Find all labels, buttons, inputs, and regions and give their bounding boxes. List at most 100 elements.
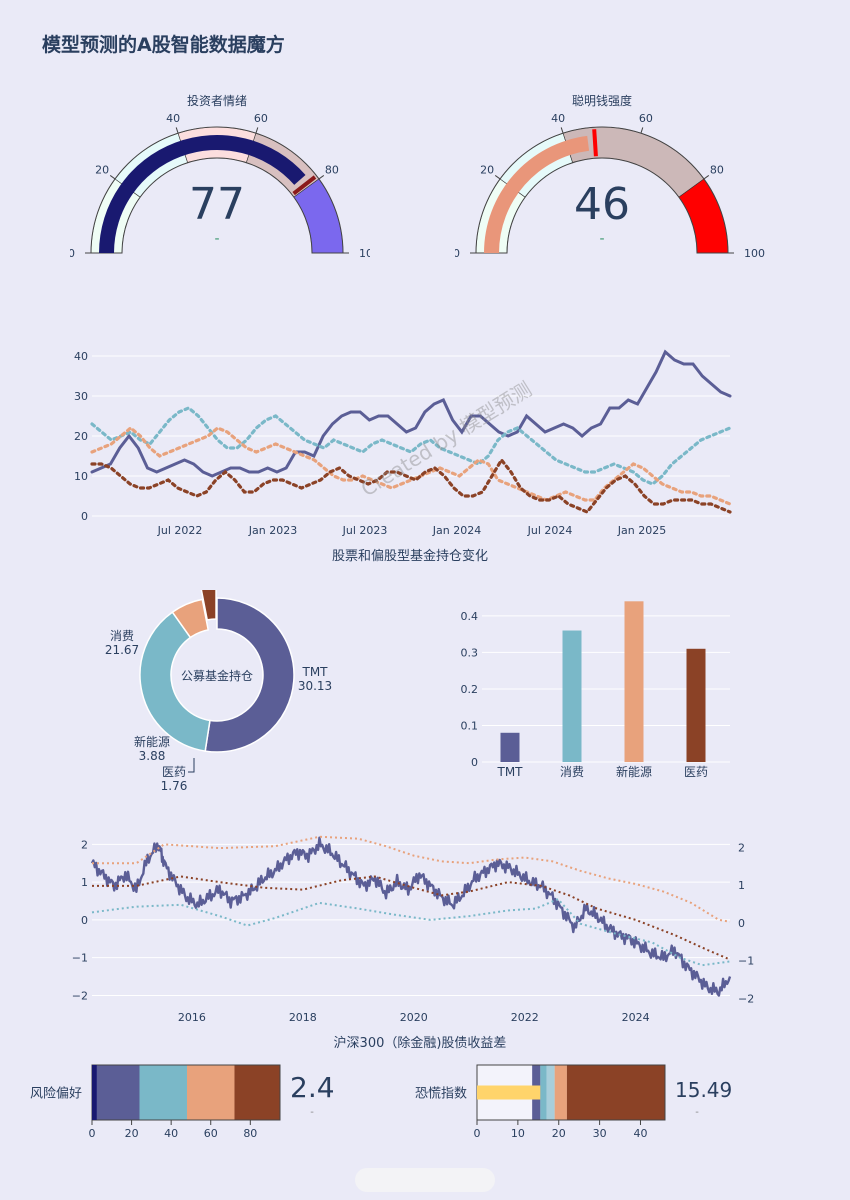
donut-value: 21.67 [105, 643, 139, 657]
gauge-tick [255, 127, 259, 134]
gauge-value-bar [484, 135, 590, 253]
donut-leader-line [188, 758, 195, 773]
bullet-tick-label: 20 [125, 1127, 139, 1140]
y-tick-label-right: 1 [738, 879, 745, 892]
bullet-label: 恐慌指数 [415, 1087, 467, 1102]
gauge-outline [90, 126, 344, 254]
bullet-label: 风险偏好 [30, 1087, 82, 1102]
bullet-tick-label: 0 [89, 1127, 96, 1140]
x-tick-label: 2024 [622, 1011, 650, 1024]
page-title: 模型预测的A股智能数据魔方 [42, 34, 285, 56]
y-tick-label: 30 [74, 390, 88, 403]
y-tick-label-right: 2 [738, 841, 745, 854]
gauge-tick-label: 100 [744, 247, 765, 260]
y-tick-label-right: −2 [738, 992, 754, 1005]
y-tick-label: 20 [74, 430, 88, 443]
line-series-2 [90, 425, 732, 506]
bullet-step [546, 1065, 555, 1120]
gauge-tick-label: 40 [166, 112, 180, 125]
equity-bond-spread-chart: −2 −2 −1 −1 0 0 1 1 2 2 2016 2018 2020 2022 2024 沪深300（… [72, 835, 754, 1051]
gauge-outline [475, 126, 729, 254]
gauge-tick [318, 175, 325, 180]
gauge-tick-label: 80 [710, 164, 724, 177]
panic-index-bullet: 恐慌指数 0 10 20 30 40 15.49 - [415, 1064, 732, 1140]
gauge-title: 聪明钱强度 [572, 93, 632, 108]
gauge-tick-label: 20 [95, 164, 109, 177]
y-tick-label-left: 1 [81, 876, 88, 889]
y-tick-label-left: 2 [81, 838, 88, 851]
gauge-threshold-marker [592, 129, 598, 157]
gauge-value-bar [99, 135, 306, 253]
donut-label: TMT [301, 665, 328, 679]
y-tick-label: 0 [81, 510, 88, 523]
gauge-tick-label: 40 [551, 112, 565, 125]
bullet-tick-label: 30 [593, 1127, 607, 1140]
gauge-tick [640, 127, 644, 134]
spread-series-3 [91, 898, 731, 967]
bullet-tick-label: 10 [511, 1127, 525, 1140]
x-tick-label: 2022 [511, 1011, 539, 1024]
bullet-step [92, 1065, 140, 1120]
donut-label: 消费 [110, 629, 134, 643]
gauge-tick [703, 175, 710, 180]
gauge-delta: - [214, 231, 219, 247]
gauge-tick-label: 60 [254, 112, 268, 125]
donut-slice-医药 [200, 590, 217, 621]
bar-TMT [500, 732, 520, 762]
donut-slice-TMT [204, 597, 295, 753]
y-tick-label-left: −1 [72, 952, 88, 965]
gauge-title: 投资者情绪 [187, 93, 247, 108]
gauge-smart-money: 聪明钱强度 0 20 40 60 80 100 46- [455, 93, 765, 260]
bullet-step [139, 1065, 187, 1120]
donut-label: 医药 [162, 765, 186, 779]
y-tick-label: 10 [74, 470, 88, 483]
y-tick-label: 0.4 [461, 610, 479, 623]
fund-position-line-chart: 0 10 20 30 40 Jul 2022 Jan 2023 Jul 2023 Jan 202… [74, 349, 732, 564]
spread-series-2 [92, 875, 731, 961]
gauge-tick [109, 175, 116, 180]
bullet-step [186, 1065, 235, 1120]
bullet-step [566, 1065, 665, 1120]
x-tick-label: 新能源 [616, 764, 652, 779]
x-tick-label: Jul 2023 [342, 524, 388, 537]
x-tick-label: 医药 [684, 765, 708, 779]
donut-center-title: 公募基金持仓 [181, 668, 253, 683]
donut-label: 新能源 [134, 734, 170, 749]
bullet-tick-label: 40 [633, 1127, 647, 1140]
gauge-tick [175, 127, 179, 134]
gauge-value: 46 [574, 179, 630, 230]
line-series-1 [90, 406, 732, 486]
x-tick-label: 2016 [178, 1011, 206, 1024]
risk-appetite-bullet: 风险偏好 0 20 40 60 80 2.4 - [30, 1064, 335, 1140]
gauge-tick-label: 0 [70, 247, 75, 260]
bullet-step [540, 1065, 547, 1120]
bar-医药 [686, 648, 706, 762]
gauge-tick [494, 175, 501, 180]
bullet-value-bar [92, 1065, 97, 1120]
y-tick-label: 0.3 [461, 646, 479, 659]
gauge-investor-sentiment: 投资者情绪 0 20 40 60 80 100 77- [70, 93, 370, 260]
gauge-threshold-marker [292, 175, 317, 196]
donut-value: 30.13 [298, 679, 332, 693]
y-tick-label-left: −2 [72, 989, 88, 1002]
y-tick-label: 0.2 [461, 683, 479, 696]
y-tick-label: 40 [74, 350, 88, 363]
gauge-tick-label: 60 [639, 112, 653, 125]
x-tick-label: 2020 [400, 1011, 428, 1024]
line-series-3 [90, 457, 732, 514]
bullet-step [554, 1065, 567, 1120]
bullet-value: 2.4 [290, 1071, 335, 1104]
donut-value: 1.76 [161, 779, 188, 793]
y-tick-label: 0.1 [461, 719, 479, 732]
x-tick-label: TMT [496, 765, 523, 779]
x-tick-label: 消费 [560, 765, 584, 779]
bullet-delta: - [310, 1107, 314, 1118]
footer-bar [355, 1168, 495, 1192]
y-tick-label-right: 0 [738, 917, 745, 930]
spread-series-0 [90, 836, 732, 997]
line-series-0 [90, 349, 732, 478]
gauge-delta: - [599, 231, 604, 247]
gauge-tick-label: 0 [455, 247, 460, 260]
